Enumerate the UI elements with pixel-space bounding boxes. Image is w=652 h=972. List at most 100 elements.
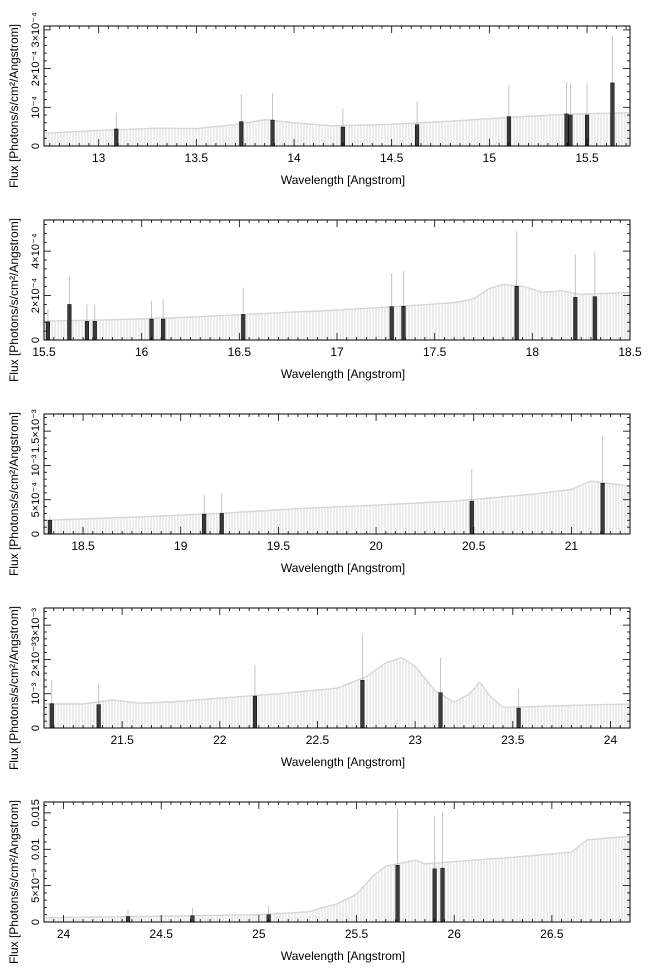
y-tick-label: 0.01 — [30, 839, 42, 860]
continuum-model — [44, 480, 630, 534]
continuum-model — [45, 835, 630, 922]
continuum-envelope — [44, 112, 630, 134]
emission-line-bar — [47, 520, 52, 535]
emission-line-bar — [114, 128, 119, 147]
emission-line-bar — [432, 868, 437, 923]
spectrum-panel-5: 24 24.5 25 25.5 26 26.5 0 5×10⁻³ 0.01 0.015 Wavele… — [7, 799, 631, 964]
emission-line-bar — [610, 82, 615, 147]
emission-line-bar — [514, 285, 519, 341]
x-tick-label: 18.5 — [71, 539, 95, 553]
emission-line-bar — [516, 707, 521, 729]
x-tick-label: 15.5 — [575, 151, 599, 165]
emission-line-bar — [84, 321, 90, 341]
x-tick-label: 22 — [213, 733, 227, 747]
y-tick-label: 0.015 — [30, 799, 42, 827]
y-tick-label: 0 — [30, 143, 42, 149]
continuum-envelope — [44, 480, 630, 521]
x-tick-label: 21 — [565, 539, 579, 553]
y-tick-label: 0 — [30, 725, 42, 731]
emission-line-bar — [564, 113, 569, 147]
emission-line-bar — [149, 318, 154, 341]
x-tick-label: 13.5 — [185, 151, 209, 165]
emission-line-bar — [438, 692, 443, 729]
x-tick-label: 23.5 — [501, 733, 525, 747]
x-tick-label: 24.5 — [150, 927, 174, 941]
emission-line-bar — [125, 916, 131, 923]
y-tick-label: 2×10⁻⁴ — [30, 51, 42, 87]
y-tick-label: 10⁻⁴ — [30, 96, 42, 119]
y-axis-label: Flux [Photons/s/cm²/Angstrom] — [7, 218, 21, 382]
plot-frame — [43, 25, 631, 147]
y-tick-label: 0 — [30, 531, 42, 537]
x-tick-label: 26.5 — [540, 927, 564, 941]
y-tick-label: 4×10⁻⁴ — [30, 233, 42, 269]
x-tick-label: 17.5 — [423, 345, 447, 359]
emission-line-bar — [202, 513, 207, 535]
emission-line-bar — [96, 704, 101, 729]
emission-line-bar — [469, 500, 474, 535]
emission-line-bar — [573, 297, 578, 341]
y-tick-label: 0 — [30, 337, 42, 343]
y-tick-label: 10⁻³ — [30, 683, 42, 705]
emission-line-bar — [568, 114, 573, 147]
x-tick-label: 19.5 — [267, 539, 291, 553]
spectrum-panel-2: 15.5 16 16.5 17 17.5 18 18.5 0 2×10⁻⁴ 4×10⁻⁴ Wavel… — [7, 218, 642, 382]
x-tick-label: 25 — [252, 927, 266, 941]
x-tick-label: 18.5 — [618, 345, 642, 359]
x-tick-label: 22.5 — [306, 733, 330, 747]
emission-line-bar — [506, 116, 511, 147]
y-tick-label: 2×10⁻³ — [30, 642, 42, 677]
y-axis-label: Flux [Photons/s/cm²/Angstrom] — [7, 800, 21, 964]
emission-line-bar — [600, 483, 605, 535]
continuum-model — [45, 657, 630, 728]
y-axis-label: Flux [Photons/s/cm²/Angstrom] — [7, 24, 21, 188]
emission-line-bar — [219, 513, 224, 535]
x-tick-label: 16.5 — [228, 345, 252, 359]
y-tick-label: 0 — [30, 919, 42, 925]
x-axis-label: Wavelength [Angstrom] — [281, 367, 405, 381]
x-tick-label: 21.5 — [110, 733, 134, 747]
x-tick-label: 20 — [369, 539, 383, 553]
continuum-envelope — [45, 283, 630, 322]
spectrum-panel-4: 21.5 22 22.5 23 23.5 24 0 10⁻³ 2×10⁻³3×10⁻³ Wavel… — [7, 606, 631, 770]
emission-line-bar — [49, 703, 54, 729]
y-tick-label: 2×10⁻⁴ — [30, 278, 42, 314]
continuum-model — [45, 283, 630, 340]
y-axis-label: Flux [Photons/s/cm²/Angstrom] — [7, 606, 21, 770]
x-tick-label: 16 — [135, 345, 149, 359]
emission-line-bar — [440, 867, 445, 923]
emission-line-bar — [92, 321, 97, 341]
emission-line-bar — [592, 296, 597, 341]
y-tick-label: 1.5×10⁻³ — [30, 409, 42, 453]
emission-line-bar — [401, 305, 406, 341]
x-tick-label: 24 — [604, 733, 618, 747]
y-tick-label: 5×10⁻⁴ — [30, 482, 42, 518]
y-tick-label: 5×10⁻³ — [30, 868, 42, 903]
emission-line-bar — [161, 318, 166, 341]
continuum-model — [44, 112, 630, 146]
x-tick-label: 26 — [448, 927, 462, 941]
emission-line-bar — [190, 915, 195, 923]
x-tick-label: 15.5 — [32, 345, 56, 359]
x-tick-label: 25.5 — [345, 927, 369, 941]
x-tick-label: 13 — [92, 151, 106, 165]
emission-line-bar — [241, 314, 246, 341]
emission-line-bar — [67, 304, 72, 341]
continuum-envelope — [45, 835, 630, 919]
emission-line-bar — [389, 306, 394, 341]
x-axis-label: Wavelength [Angstrom] — [281, 173, 405, 187]
y-axis-label: Flux [Photons/s/cm²/Angstrom] — [7, 412, 21, 576]
y-tick-label: 3×10⁻⁴ — [30, 12, 42, 48]
x-axis-label: Wavelength [Angstrom] — [281, 755, 405, 769]
x-tick-label: 18 — [526, 345, 540, 359]
x-axis-label: Wavelength [Angstrom] — [281, 949, 405, 963]
emission-line-bar — [239, 121, 244, 147]
x-tick-label: 17 — [330, 345, 344, 359]
x-tick-label: 24 — [57, 927, 71, 941]
emission-line-bar — [415, 124, 420, 147]
emission-line-bar — [270, 119, 275, 147]
emission-line-bar — [252, 695, 258, 729]
continuum-envelope — [45, 657, 630, 709]
emission-line-bar — [360, 680, 365, 729]
